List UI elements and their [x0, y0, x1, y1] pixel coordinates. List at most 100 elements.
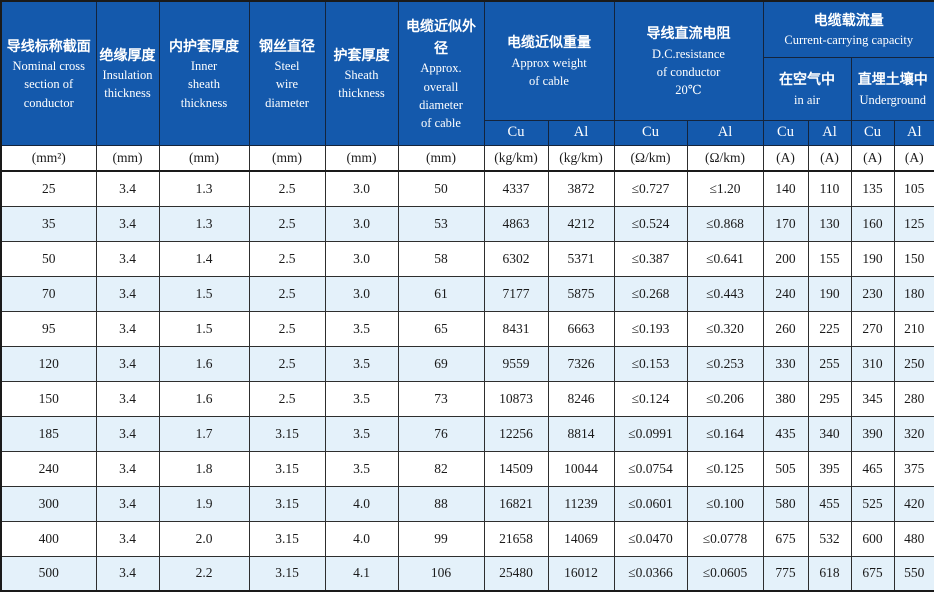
unit-cell: (A) [850, 144, 895, 172]
table-cell: ≤0.164 [686, 415, 764, 452]
table-cell: ≤0.0754 [613, 450, 688, 487]
table-cell: 270 [850, 310, 895, 347]
table-cell: 120 [0, 345, 97, 382]
table-cell: 2.5 [248, 310, 326, 347]
table-cell: 675 [850, 555, 895, 592]
table-cell: 3.4 [95, 275, 160, 312]
header-metal-al: Al [807, 119, 852, 146]
table-cell: 21658 [483, 520, 549, 557]
table-cell: 12256 [483, 415, 549, 452]
unit-cell: (mm) [158, 144, 250, 172]
table-cell: 185 [0, 415, 97, 452]
table-cell: ≤0.125 [686, 450, 764, 487]
table-cell: 2.5 [248, 240, 326, 277]
table-cell: ≤0.124 [613, 380, 688, 417]
table-cell: 7177 [483, 275, 549, 312]
table-cell: 135 [850, 170, 895, 207]
table-cell: ≤0.641 [686, 240, 764, 277]
table-cell: 3.4 [95, 170, 160, 207]
table-cell: 3.0 [324, 275, 399, 312]
table-cell: 73 [397, 380, 485, 417]
header-steel-wire-diameter: 钢丝直径 Steel wire diameter [248, 0, 326, 146]
table-cell: 280 [893, 380, 934, 417]
header-overall-diameter: 电缆近似外径 Approx. overall diameter of cable [397, 0, 485, 146]
table-cell: 500 [0, 555, 97, 592]
table-cell: 110 [807, 170, 852, 207]
header-zh-label: 电缆载流量 [813, 11, 884, 28]
header-in-air: 在空气中 in air [762, 56, 852, 121]
unit-cell: (A) [762, 144, 809, 172]
table-cell: 600 [850, 520, 895, 557]
table-cell: ≤0.253 [686, 345, 764, 382]
header-en-label: Underground [859, 92, 926, 107]
table-cell: 70 [0, 275, 97, 312]
table-cell: 4863 [483, 205, 549, 242]
table-cell: ≤0.193 [613, 310, 688, 347]
header-metal-al: Al [547, 119, 615, 146]
table-cell: 5371 [547, 240, 615, 277]
table-cell: ≤0.268 [613, 275, 688, 312]
table-cell: 58 [397, 240, 485, 277]
table-cell: ≤0.0470 [613, 520, 688, 557]
table-cell: 99 [397, 520, 485, 557]
table-cell: 3.4 [95, 380, 160, 417]
header-metal-al: Al [686, 119, 764, 146]
table-cell: 190 [807, 275, 852, 312]
header-en-label: D.C.resistance of conductor 20℃ [652, 46, 725, 97]
header-metal-cu: Cu [850, 119, 895, 146]
table-cell: 4.0 [324, 520, 399, 557]
table-cell: 1.8 [158, 450, 250, 487]
table-cell: 4.1 [324, 555, 399, 592]
table-cell: 10044 [547, 450, 615, 487]
table-cell: 125 [893, 205, 934, 242]
table-cell: 3.15 [248, 450, 326, 487]
table-cell: 6663 [547, 310, 615, 347]
table-cell: 160 [850, 205, 895, 242]
table-cell: 16821 [483, 485, 549, 522]
table-cell: 3.4 [95, 450, 160, 487]
table-cell: 53 [397, 205, 485, 242]
table-cell: 11239 [547, 485, 615, 522]
table-cell: 225 [807, 310, 852, 347]
table-cell: 3.15 [248, 485, 326, 522]
table-cell: 3.15 [248, 520, 326, 557]
unit-cell: (kg/km) [547, 144, 615, 172]
table-cell: 550 [893, 555, 934, 592]
table-cell: ≤0.0366 [613, 555, 688, 592]
header-zh-label: 电缆近似重量 [507, 34, 591, 51]
table-cell: 618 [807, 555, 852, 592]
table-cell: 375 [893, 450, 934, 487]
table-cell: 3.5 [324, 310, 399, 347]
table-cell: 4337 [483, 170, 549, 207]
table-cell: 300 [0, 485, 97, 522]
table-cell: ≤1.20 [686, 170, 764, 207]
table-cell: 1.6 [158, 345, 250, 382]
table-cell: 420 [893, 485, 934, 522]
table-cell: 3.0 [324, 170, 399, 207]
table-cell: 180 [893, 275, 934, 312]
table-cell: 3.4 [95, 345, 160, 382]
header-zh-label: 导线标称截面 [6, 37, 91, 54]
table-cell: 1.4 [158, 240, 250, 277]
table-cell: 170 [762, 205, 809, 242]
table-cell: 390 [850, 415, 895, 452]
unit-cell: (mm²) [0, 144, 97, 172]
table-cell: 1.5 [158, 310, 250, 347]
table-cell: 1.3 [158, 170, 250, 207]
header-zh-label: 直埋土壤中 [857, 71, 928, 88]
table-cell: 3.0 [324, 240, 399, 277]
table-cell: 505 [762, 450, 809, 487]
table-cell: ≤0.0601 [613, 485, 688, 522]
table-cell: 395 [807, 450, 852, 487]
table-cell: 3.0 [324, 205, 399, 242]
table-cell: 50 [0, 240, 97, 277]
header-en-label: Steel wire diameter [265, 59, 309, 110]
table-cell: 2.5 [248, 275, 326, 312]
header-en-label: in air [793, 92, 821, 107]
table-cell: 10873 [483, 380, 549, 417]
table-cell: 1.7 [158, 415, 250, 452]
table-cell: 150 [893, 240, 934, 277]
header-metal-al: Al [893, 119, 934, 146]
table-cell: 380 [762, 380, 809, 417]
table-cell: 240 [0, 450, 97, 487]
